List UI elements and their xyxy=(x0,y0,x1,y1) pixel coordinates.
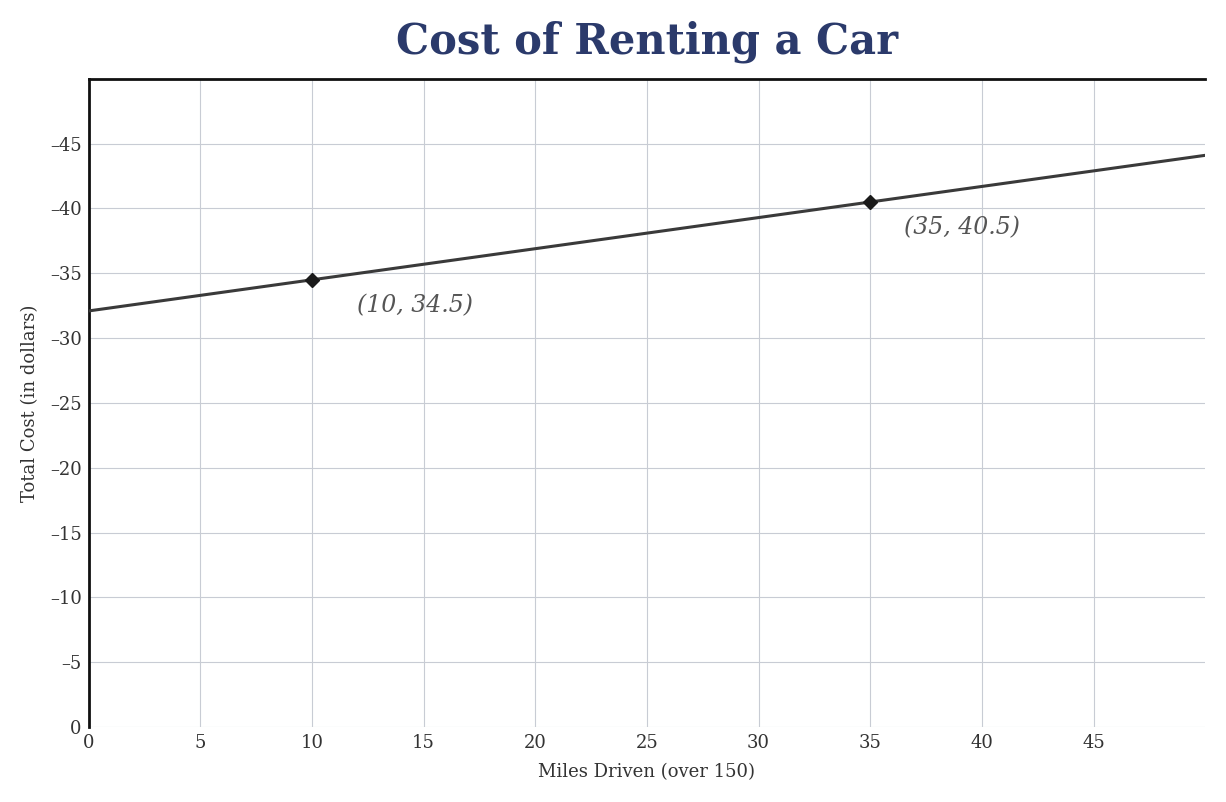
Title: Cost of Renting a Car: Cost of Renting a Car xyxy=(396,21,897,63)
Text: (35, 40.5): (35, 40.5) xyxy=(904,217,1020,240)
Y-axis label: Total Cost (in dollars): Total Cost (in dollars) xyxy=(21,304,39,502)
X-axis label: Miles Driven (over 150): Miles Driven (over 150) xyxy=(538,764,755,781)
Text: (10, 34.5): (10, 34.5) xyxy=(357,294,473,318)
